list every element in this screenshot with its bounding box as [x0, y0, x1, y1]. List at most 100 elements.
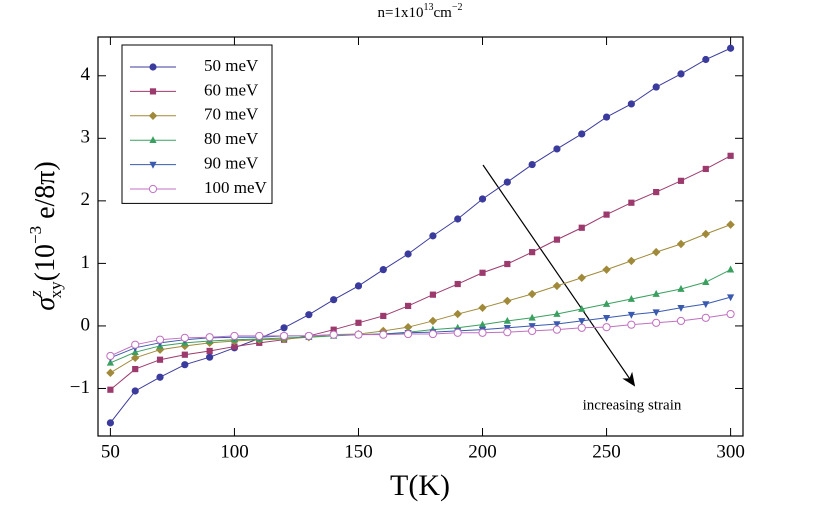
series [106, 309, 735, 361]
point [726, 265, 735, 273]
point [205, 333, 214, 342]
y-label-exp: −3 [26, 226, 45, 244]
point [503, 296, 512, 306]
plot-frame [97, 36, 744, 437]
point [652, 309, 660, 317]
point [404, 250, 412, 258]
point [106, 351, 115, 361]
x-tick-label: 150 [344, 441, 373, 462]
point [478, 195, 487, 203]
legend-label: 60 meV [204, 80, 259, 99]
point [453, 328, 462, 337]
point [149, 136, 157, 143]
y-tick-label: 2 [81, 189, 91, 210]
y-axis-label: σzxy(10−3 e/8π) [26, 161, 65, 311]
point [701, 229, 710, 239]
point [602, 323, 611, 332]
point [479, 269, 486, 276]
point [305, 311, 313, 319]
y-tick-label: 0 [81, 314, 91, 335]
point [380, 312, 387, 320]
y-tick-label: −1 [70, 377, 90, 398]
point [578, 304, 586, 312]
point [578, 130, 586, 138]
point [726, 309, 735, 319]
y-tick-label: 4 [81, 64, 91, 85]
point [149, 88, 157, 95]
point [603, 211, 610, 218]
point [676, 239, 686, 249]
title-sup: −2 [452, 2, 463, 13]
point [528, 160, 536, 169]
series-line [110, 269, 731, 364]
point [354, 330, 363, 339]
legend-label: 80 meV [204, 129, 259, 148]
point [404, 302, 412, 310]
x-axis-label: T(K) [390, 469, 450, 502]
point [726, 294, 735, 302]
point [627, 100, 635, 108]
point [107, 386, 114, 393]
point [379, 266, 387, 274]
point [702, 278, 710, 285]
point [428, 316, 438, 326]
point [181, 361, 189, 369]
point [553, 321, 561, 329]
point [503, 328, 512, 337]
point [528, 313, 536, 321]
chart-title: n=1x1013cm−2 [378, 2, 463, 21]
point [255, 331, 264, 341]
point [149, 161, 157, 169]
point [156, 373, 164, 381]
point [553, 145, 561, 153]
point [330, 296, 338, 304]
point [106, 368, 115, 378]
point [652, 318, 661, 327]
point [206, 353, 214, 361]
point [454, 215, 462, 223]
point [280, 324, 288, 332]
point [578, 224, 585, 231]
y-label-unit: e/8π) [30, 161, 61, 226]
title-text: n=1x10 [378, 5, 424, 21]
legend-box [121, 44, 273, 204]
legend: 50 meV 60 meV 70 meV 80 meV 90 meV 100 meV [121, 44, 273, 204]
point [106, 419, 115, 427]
point [602, 265, 611, 274]
point [628, 199, 635, 206]
point [577, 273, 586, 282]
point [503, 178, 511, 186]
point [528, 323, 536, 331]
y-label-sub: xy [46, 281, 65, 299]
point [553, 236, 561, 243]
x-tick-label: 250 [592, 441, 621, 462]
point [627, 294, 635, 302]
point [677, 70, 685, 78]
legend-label: 70 meV [204, 105, 259, 124]
point [131, 353, 140, 363]
title-sup: 13 [424, 2, 434, 13]
point [578, 318, 586, 326]
y-label-sup: z [26, 290, 45, 298]
point [429, 291, 437, 298]
point [527, 289, 537, 299]
series [106, 220, 735, 378]
legend-label: 90 meV [204, 154, 259, 173]
y-tick-label: 1 [81, 252, 91, 273]
point [652, 289, 660, 297]
point [677, 304, 685, 312]
x-tick-label: 300 [716, 441, 745, 462]
point [181, 351, 188, 358]
point [330, 326, 337, 333]
point [627, 320, 636, 329]
point [379, 330, 388, 339]
point [354, 282, 363, 290]
point [453, 309, 462, 319]
point [702, 301, 710, 309]
point [429, 232, 437, 240]
y-label-text: (10 [30, 244, 61, 281]
point [355, 319, 362, 326]
point [454, 280, 461, 288]
